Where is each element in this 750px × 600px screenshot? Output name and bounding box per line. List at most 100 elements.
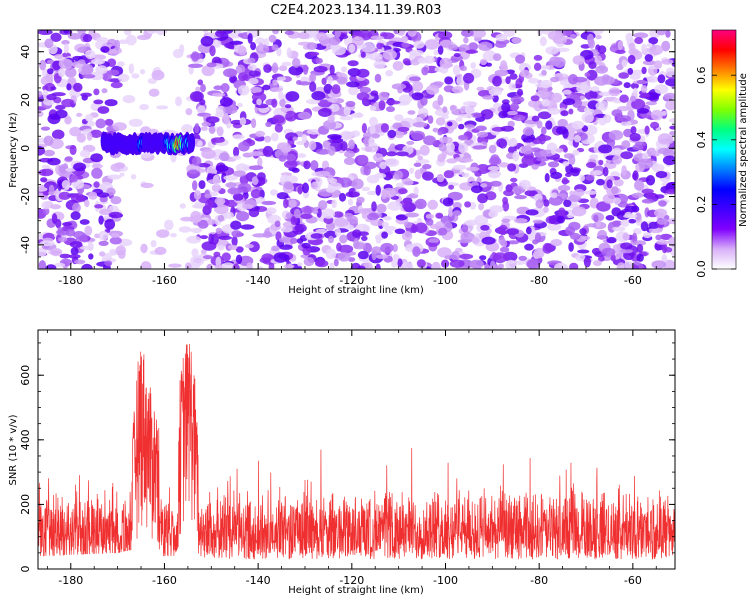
heatmap-cell [581, 112, 594, 124]
heatmap-cell [620, 120, 632, 127]
heatmap-cell [515, 260, 525, 265]
heatmap-cell [302, 182, 309, 194]
heatmap-cell [273, 252, 288, 263]
heatmap-cell [449, 104, 458, 112]
heatmap-cell [185, 108, 193, 116]
heatmap-cell [596, 201, 611, 212]
heatmap-cell [561, 177, 569, 185]
heatmap-cell [397, 188, 408, 195]
heatmap-cell [385, 151, 398, 157]
heatmap-cell [90, 153, 103, 163]
heatmap-cell [334, 30, 341, 38]
heatmap-cell [436, 175, 445, 183]
heatmap-cell [606, 179, 613, 189]
heatmap-cell [178, 226, 192, 233]
heatmap-cell [283, 181, 294, 190]
heatmap-cell [485, 62, 492, 67]
signal-band-cell [189, 135, 195, 150]
heatmap-cell [257, 172, 266, 182]
heatmap-cell [451, 250, 461, 261]
heatmap-cell [595, 102, 605, 110]
heatmap-cell [608, 130, 624, 141]
heatmap-cell [124, 30, 132, 36]
heatmap-cell [228, 244, 238, 250]
heatmap-cell [265, 121, 272, 128]
heatmap-cell [568, 242, 574, 252]
heatmap-cell [624, 261, 634, 269]
heatmap-cell [665, 100, 675, 111]
heatmap-cell [533, 247, 545, 259]
heatmap-cell [336, 76, 348, 85]
heatmap-cell [156, 105, 169, 110]
heatmap-cell [249, 151, 264, 157]
heatmap-cell [223, 104, 238, 115]
heatmap-cell [140, 243, 148, 254]
heatmap-cell [526, 259, 541, 269]
heatmap-cell [661, 40, 671, 52]
heatmap-cell [257, 157, 263, 168]
heatmap-cell [109, 248, 117, 256]
heatmap-cell [540, 79, 553, 89]
heatmap-cell [276, 192, 289, 200]
heatmap-cell [508, 82, 516, 91]
heatmap-cell [229, 40, 244, 45]
x-tick-label: -180 [58, 574, 83, 587]
heatmap-cell [278, 90, 284, 101]
heatmap-cell [327, 145, 336, 156]
heatmap-cell [498, 224, 508, 236]
heatmap-cell [189, 91, 204, 102]
heatmap-cell [621, 140, 631, 149]
heatmap-cell [558, 207, 566, 216]
heatmap-cell [471, 185, 483, 194]
heatmap-cell [140, 152, 152, 159]
heatmap-cell [533, 54, 543, 61]
heatmap-cell [510, 96, 525, 104]
heatmap-cell [338, 244, 354, 254]
heatmap-cell [110, 196, 122, 205]
heatmap-cell [537, 111, 552, 120]
heatmap-cell [82, 34, 93, 43]
heatmap-cell [114, 162, 126, 169]
heatmap-cell [492, 94, 499, 103]
heatmap-cell [218, 152, 230, 162]
y-tick-label: 0 [19, 145, 32, 152]
heatmap-cell [482, 95, 495, 100]
heatmap-cell [628, 218, 637, 224]
heatmap-cell [562, 161, 570, 167]
heatmap-cell [225, 182, 237, 188]
heatmap-cell [455, 117, 463, 122]
heatmap-cell [629, 72, 641, 80]
heatmap-cell [543, 199, 550, 207]
heatmap-cell [39, 240, 55, 247]
heatmap-cell [270, 87, 283, 92]
heatmap-cell [461, 30, 474, 38]
heatmap-cell [645, 101, 657, 106]
heatmap-cell [222, 30, 234, 34]
heatmap-cell [634, 37, 644, 45]
heatmap-cell [207, 179, 222, 184]
heatmap-cell [498, 110, 508, 119]
heatmap-cell [257, 266, 264, 269]
heatmap-cell [631, 232, 638, 244]
heatmap-cell [99, 251, 106, 257]
heatmap-cell [505, 259, 517, 269]
heatmap-cell [415, 222, 428, 234]
heatmap-cell [562, 98, 576, 106]
heatmap-cell [352, 229, 362, 238]
heatmap-cell [452, 210, 461, 216]
heatmap-cell [369, 106, 377, 111]
heatmap-cell [341, 66, 347, 73]
heatmap-cell [38, 247, 47, 257]
heatmap-cell [550, 76, 560, 83]
heatmap-cell [300, 213, 313, 219]
heatmap-cell [579, 95, 586, 100]
heatmap-cell [586, 69, 598, 81]
heatmap-cell [318, 108, 332, 117]
heatmap-cell [379, 161, 387, 170]
heatmap-cell [457, 113, 473, 118]
heatmap-cell [622, 232, 629, 241]
heatmap-cell [214, 264, 225, 269]
heatmap-cell [69, 126, 82, 137]
heatmap-cell [396, 182, 405, 188]
heatmap-cell [68, 254, 81, 259]
